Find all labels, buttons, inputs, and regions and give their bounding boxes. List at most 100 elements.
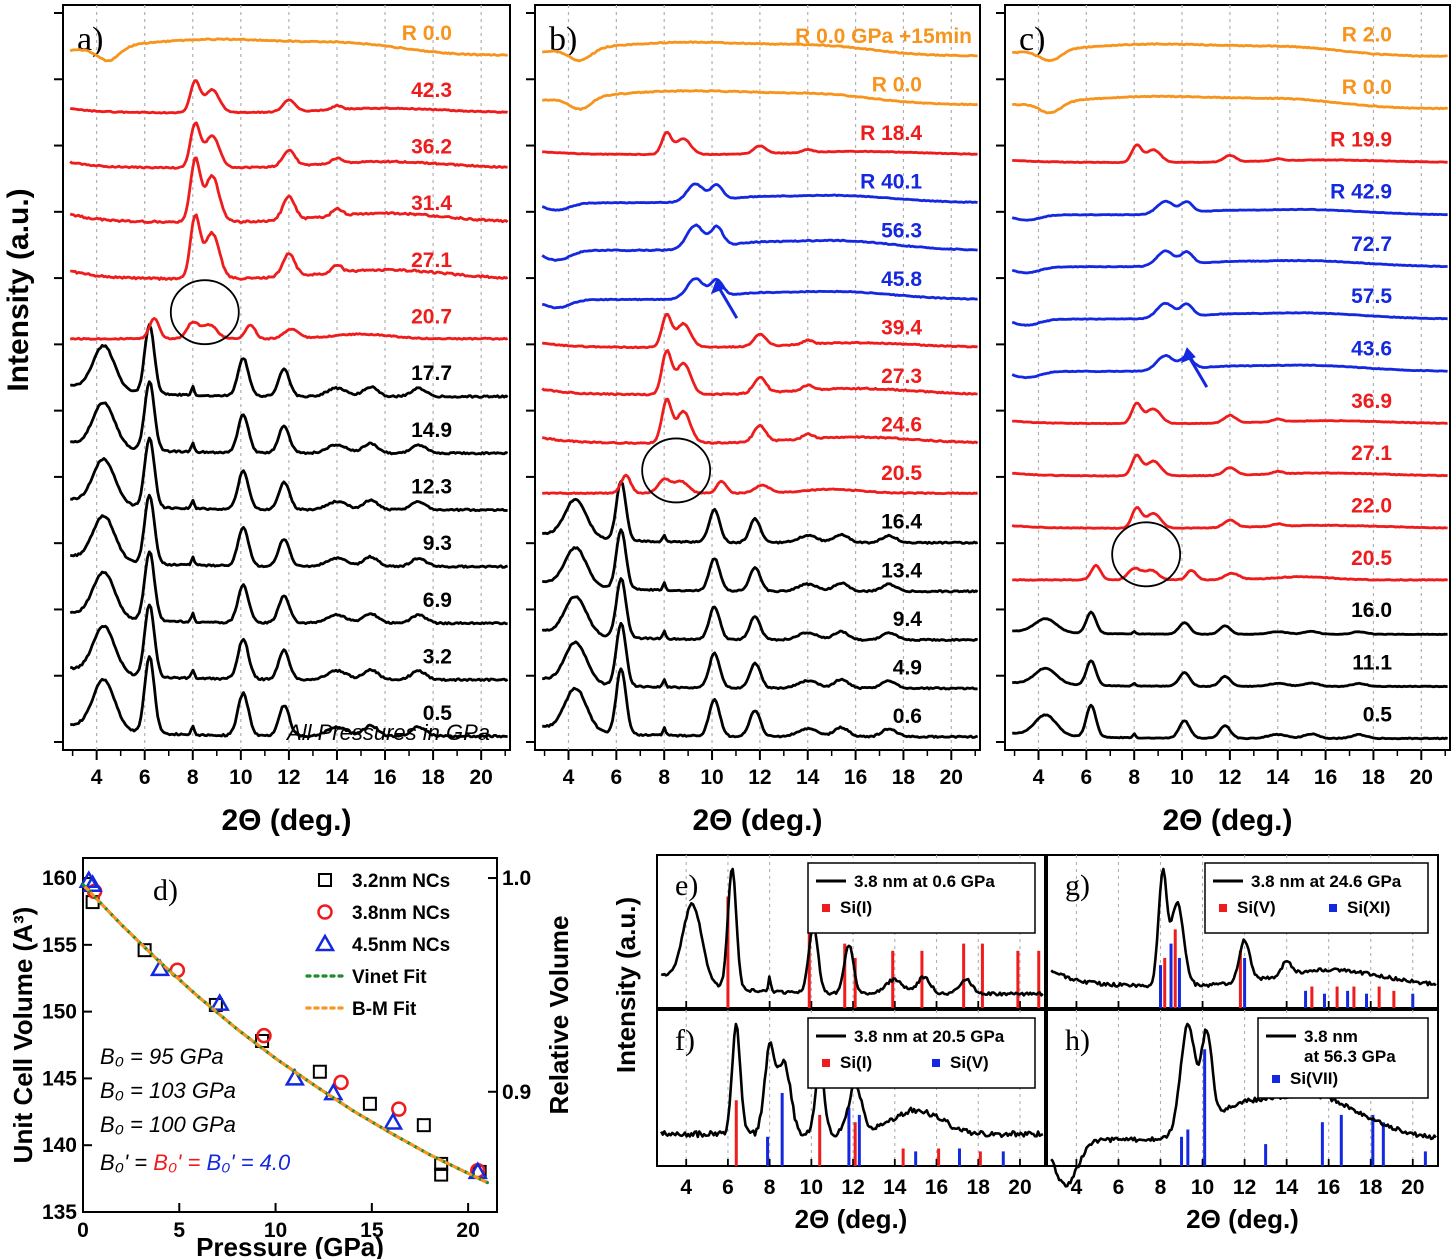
legend-swatch — [1329, 904, 1337, 912]
panel-e: e) 3.8 nm at 0.6 GPa Si(I) — [656, 854, 1046, 1009]
trace-label: 20.5 — [881, 462, 922, 485]
x-tick-label: 16 — [1317, 1176, 1340, 1199]
trace-label: 36.9 — [1351, 390, 1392, 413]
trace-b-8 — [541, 313, 978, 350]
x-tick-label: 14 — [1275, 1176, 1299, 1199]
x-tick-label: 16 — [844, 766, 867, 789]
x-tick-label: 14 — [1266, 766, 1290, 789]
point-32nm — [416, 1118, 431, 1133]
point-45nm — [209, 993, 230, 1011]
legend-title-2: at 56.3 GPa — [1304, 1047, 1396, 1066]
x-axis-title: 2Θ (deg.) — [1186, 1204, 1299, 1234]
trace-c-12 — [1011, 94, 1449, 115]
x-tick-label: 12 — [277, 766, 300, 789]
trace-label: 0.5 — [1363, 704, 1393, 727]
trace-a-1 — [69, 603, 509, 682]
panel-label: d) — [153, 874, 178, 907]
trace-c-5 — [1011, 453, 1448, 478]
plot-frame — [534, 4, 981, 751]
x-tick-label: 16 — [925, 1176, 948, 1199]
trace-c-9 — [1011, 249, 1448, 275]
trace-label: 6.9 — [423, 589, 452, 612]
pattern-trace — [660, 867, 1044, 997]
trace-a-8 — [70, 213, 509, 281]
annotation-bprime-part: B₀' = — [153, 1150, 206, 1175]
y-tick-label: 145 — [42, 1067, 77, 1090]
trace-label: 27.1 — [411, 249, 452, 272]
x-tick-label: 20 — [469, 766, 492, 789]
y-tick-label: 150 — [42, 1001, 77, 1024]
trace-label: 27.1 — [1351, 442, 1392, 465]
arrow-head — [1180, 347, 1196, 364]
x-tick-label: 12 — [748, 766, 771, 789]
x-tick-label: 4 — [563, 766, 575, 789]
trace-c-0 — [1012, 703, 1449, 741]
trace-a-3 — [70, 493, 509, 569]
trace-b-14 — [542, 40, 978, 63]
trace-b-10 — [541, 223, 978, 262]
trace-label: 13.4 — [881, 559, 922, 582]
trace-label: R 2.0 — [1342, 24, 1392, 47]
highlight-circle — [641, 437, 712, 504]
x-tick-label: 4 — [91, 766, 103, 789]
legend-swatch — [822, 904, 830, 912]
x-tick-label: 8 — [1128, 766, 1140, 789]
x-tick-label: 12 — [1233, 1176, 1256, 1199]
legend-label: Si(V) — [1237, 898, 1276, 917]
trace-label: R 0.0 — [872, 74, 922, 97]
x-tick-label: 10 — [1170, 766, 1193, 789]
x-tick-label: 6 — [1113, 1176, 1125, 1199]
x-tick-label: 0 — [77, 1219, 89, 1242]
trace-a-11 — [69, 79, 508, 115]
fit-3 — [81, 883, 489, 1185]
x-tick-label: 8 — [187, 766, 199, 789]
trace-a-12 — [69, 37, 508, 63]
plot-frame — [1004, 4, 1451, 751]
trace-label: 0.6 — [893, 705, 922, 728]
trace-label: 24.6 — [881, 414, 922, 437]
y-tick-label: 160 — [42, 867, 77, 890]
y-tick-label: 140 — [42, 1134, 77, 1157]
trace-label: R 0.0 — [1342, 76, 1392, 99]
trace-label: R 0.0 — [402, 22, 452, 45]
trace-label: 72.7 — [1351, 233, 1392, 256]
x-tick-label: 12 — [1218, 766, 1241, 789]
legend-box — [807, 862, 1036, 934]
legend-box — [1204, 862, 1429, 934]
annotation-bprime: B₀' = B₀' = B₀' = 4.0 — [100, 1150, 291, 1175]
trace-label: 43.6 — [1351, 338, 1392, 361]
annotation-pressures: All Pressures in GPa — [285, 720, 490, 745]
legend-label: B-M Fit — [352, 999, 417, 1020]
legend-label: 3.2nm NCs — [352, 871, 450, 892]
trace-c-4 — [1011, 506, 1448, 530]
trace-label: 20.5 — [1351, 547, 1392, 570]
trace-label: 45.8 — [881, 268, 922, 291]
x-tick-label: 6 — [1081, 766, 1093, 789]
trace-label: 3.2 — [423, 646, 452, 669]
x-tick-label: 15 — [360, 1219, 384, 1242]
annotation-b0: B₀ = 95 GPa — [100, 1044, 224, 1069]
trace-b-5 — [542, 473, 978, 496]
x-tick-label: 18 — [1359, 1176, 1383, 1199]
legend-label: Si(I) — [840, 898, 872, 917]
x-tick-label: 14 — [883, 1176, 907, 1199]
x-tick-label: 18 — [421, 766, 445, 789]
plot-frame — [656, 854, 1046, 1009]
trace-label: 39.4 — [881, 316, 922, 339]
x-tick-label: 10 — [700, 766, 723, 789]
x-tick-label: 14 — [325, 766, 349, 789]
trace-a-9 — [69, 156, 509, 224]
panel-g: g) 3.8 nm at 24.6 GPa Si(V) Si(XI) — [1046, 854, 1439, 1009]
point-38nm — [333, 1074, 349, 1091]
point-38nm — [391, 1101, 407, 1117]
point-45nm — [284, 1067, 305, 1086]
trace-label: 17.7 — [411, 362, 452, 385]
pattern-trace — [1050, 1022, 1437, 1188]
point-45nm — [382, 1111, 404, 1130]
x-tick-label: 4 — [1033, 766, 1045, 789]
trace-label: 22.0 — [1351, 494, 1392, 517]
trace-a-6 — [70, 323, 509, 399]
legend-swatch — [1219, 904, 1227, 912]
